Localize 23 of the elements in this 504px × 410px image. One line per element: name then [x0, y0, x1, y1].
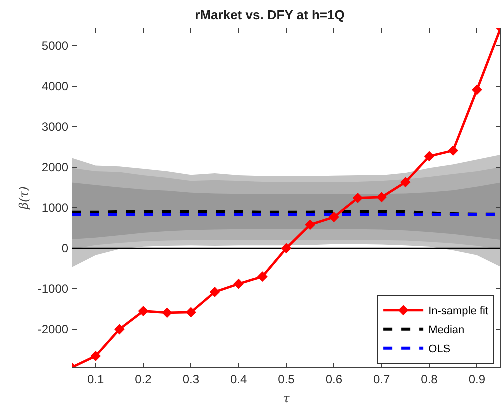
y-tick-label: 5000	[42, 39, 69, 54]
x-tick-label: 0.9	[468, 372, 486, 386]
x-tick-label: 0.8	[421, 372, 438, 386]
legend-label: Median	[428, 324, 465, 337]
y-tick-label: 4000	[42, 80, 69, 94]
y-tick-label: 3000	[42, 120, 69, 134]
x-axis-title: τ	[283, 391, 290, 406]
x-tick-label: 0.7	[373, 372, 390, 386]
legend-label: In-sample fit	[428, 306, 488, 318]
y-tick-label: -2000	[38, 322, 69, 337]
x-tick-label: 0.3	[182, 372, 200, 386]
y-tick-label: -1000	[38, 282, 69, 296]
chart-title: rMarket vs. DFY at h=1Q	[195, 8, 345, 23]
x-tick-label: 0.4	[230, 372, 248, 386]
y-tick-label: 0	[62, 242, 69, 256]
legend-label: OLS	[428, 344, 451, 356]
x-tick-label: 0.1	[87, 372, 104, 386]
x-tick-label: 0.5	[278, 372, 296, 386]
x-tick-label: 0.6	[326, 372, 343, 386]
y-tick-label: 2000	[42, 160, 69, 175]
y-tick-label: 1000	[42, 201, 69, 216]
y-axis-title: β(τ)	[17, 186, 32, 210]
x-tick-label: 0.2	[135, 372, 152, 386]
